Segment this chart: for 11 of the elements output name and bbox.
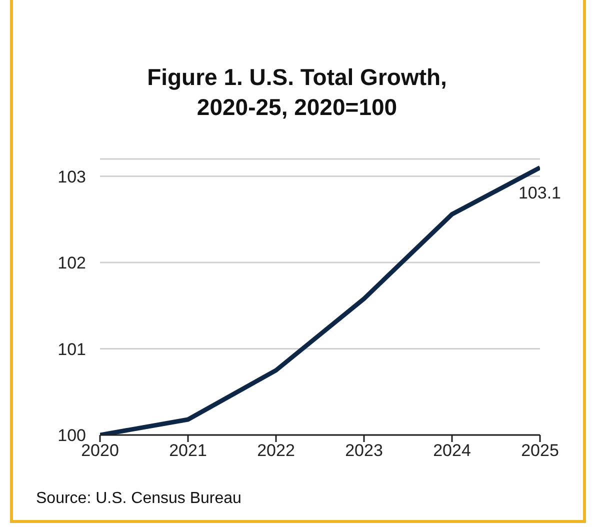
y-tick-label: 103 <box>58 167 86 186</box>
x-tick-label: 2025 <box>521 441 559 460</box>
annotation: 103.1 <box>518 184 561 203</box>
y-tick-label: 101 <box>58 340 86 359</box>
x-tick-label: 2023 <box>345 441 383 460</box>
x-tick-label: 2021 <box>169 441 207 460</box>
x-tick-label: 2024 <box>433 441 471 460</box>
y-tick-label: 102 <box>58 254 86 273</box>
source-note: Source: U.S. Census Bureau <box>36 490 242 508</box>
chart-title: Figure 1. U.S. Total Growth, 2020-25, 2020=100 <box>146 63 448 122</box>
x-tick-label: 2022 <box>257 441 295 460</box>
